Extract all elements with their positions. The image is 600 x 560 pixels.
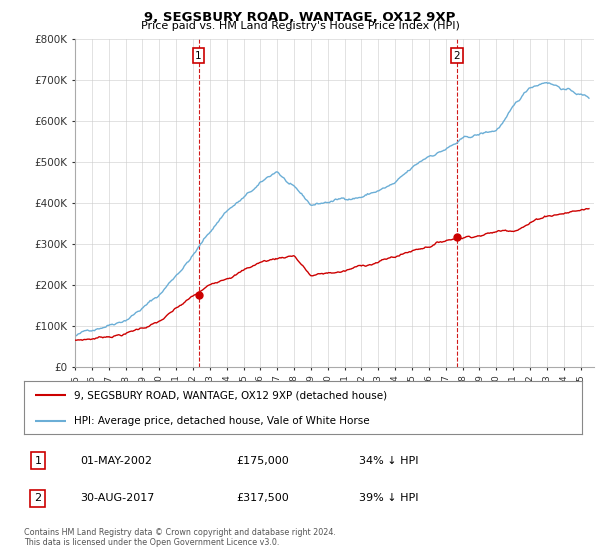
Text: 9, SEGSBURY ROAD, WANTAGE, OX12 9XP: 9, SEGSBURY ROAD, WANTAGE, OX12 9XP: [145, 11, 455, 24]
Text: 34% ↓ HPI: 34% ↓ HPI: [359, 456, 418, 465]
Text: Contains HM Land Registry data © Crown copyright and database right 2024.
This d: Contains HM Land Registry data © Crown c…: [24, 528, 336, 547]
Text: 30-AUG-2017: 30-AUG-2017: [80, 493, 154, 503]
Text: £175,000: £175,000: [236, 456, 289, 465]
Text: 9, SEGSBURY ROAD, WANTAGE, OX12 9XP (detached house): 9, SEGSBURY ROAD, WANTAGE, OX12 9XP (det…: [74, 390, 388, 400]
Text: 2: 2: [34, 493, 41, 503]
Text: 2: 2: [454, 50, 460, 60]
Text: Price paid vs. HM Land Registry's House Price Index (HPI): Price paid vs. HM Land Registry's House …: [140, 21, 460, 31]
Text: £317,500: £317,500: [236, 493, 289, 503]
Text: HPI: Average price, detached house, Vale of White Horse: HPI: Average price, detached house, Vale…: [74, 416, 370, 426]
Text: 01-MAY-2002: 01-MAY-2002: [80, 456, 152, 465]
Text: 1: 1: [195, 50, 202, 60]
Text: 39% ↓ HPI: 39% ↓ HPI: [359, 493, 418, 503]
Text: 1: 1: [34, 456, 41, 465]
